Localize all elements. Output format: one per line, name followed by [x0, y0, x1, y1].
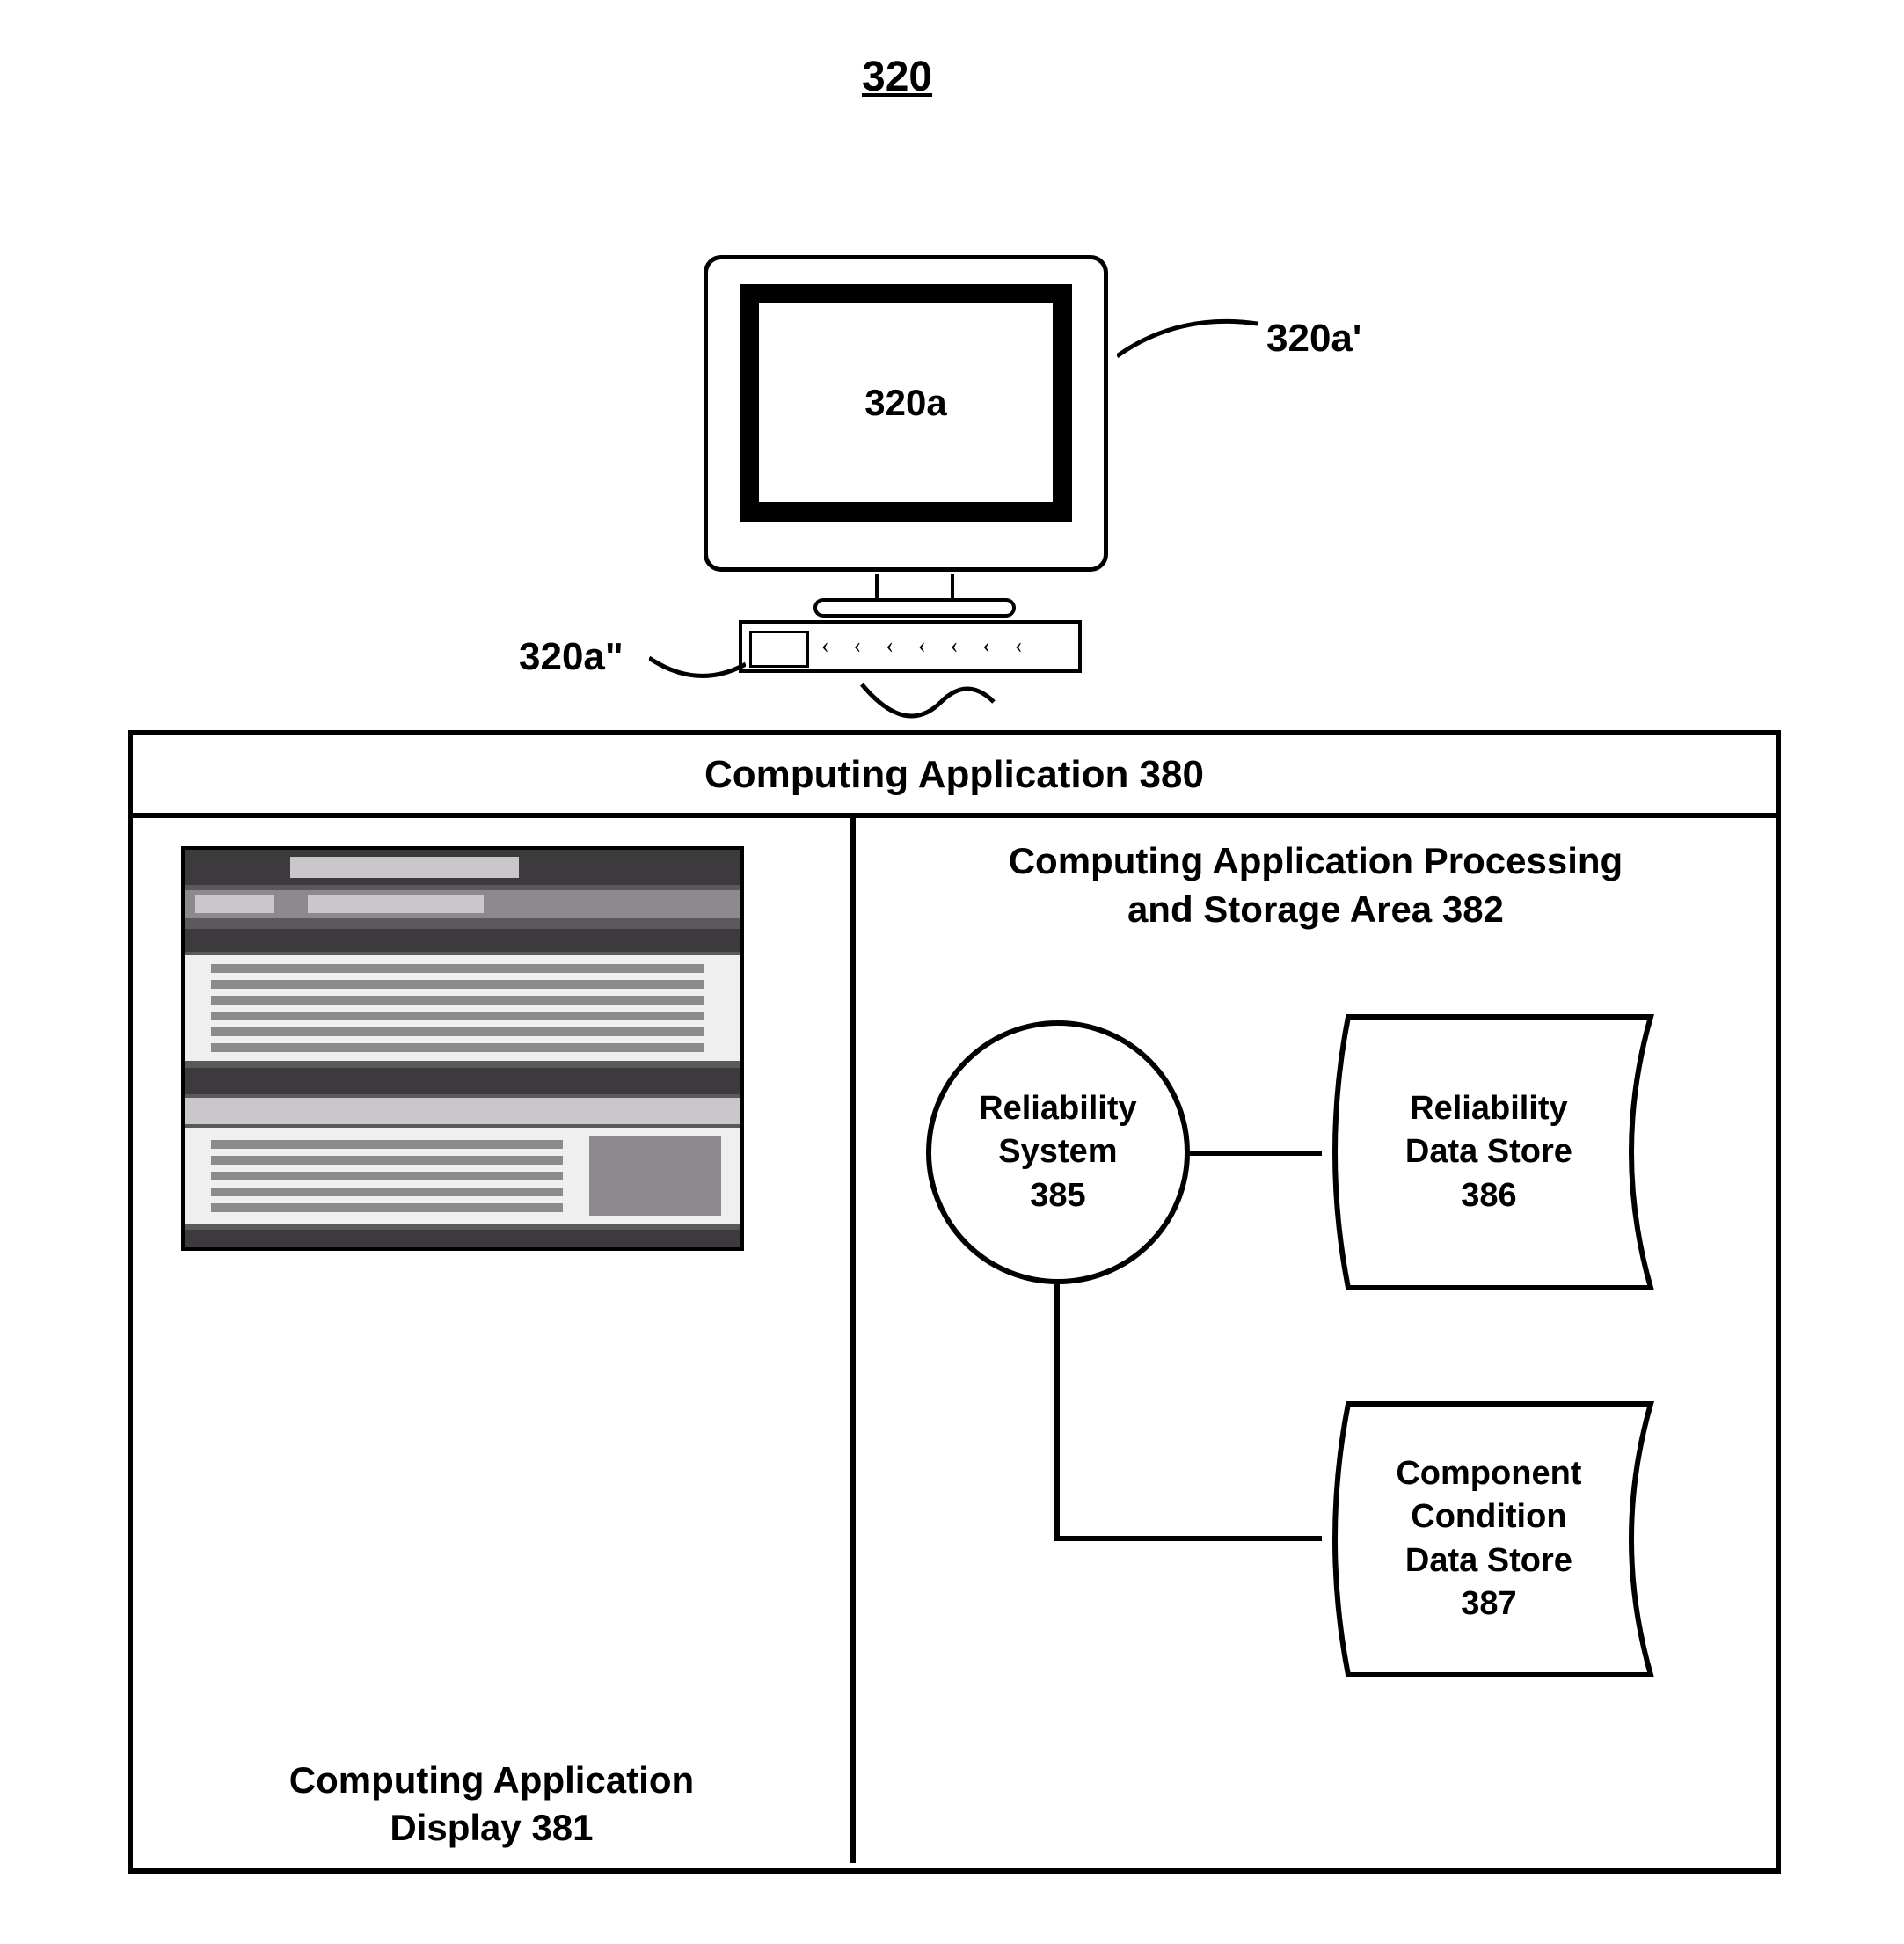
computing-application-box: Computing Application 380: [128, 730, 1781, 1874]
leader-line-prime: [1117, 308, 1258, 361]
reliability-data-store-node: Reliability Data Store 386: [1322, 1012, 1656, 1293]
app-box-title: Computing Application 380: [133, 735, 1776, 818]
computer-tower: ‹‹‹‹‹‹‹: [739, 620, 1082, 673]
computer-illustration: 320a ‹‹‹‹‹‹‹: [704, 255, 1143, 572]
leader-line-dprime: [649, 651, 746, 686]
connector-h2: [1054, 1536, 1322, 1541]
reliability-system-node: Reliability System 385: [926, 1020, 1190, 1284]
connector-h: [1190, 1151, 1322, 1156]
display-pane: Computing Application Display 381: [133, 818, 856, 1863]
callout-320a-prime: 320a': [1266, 317, 1361, 361]
cable-icon: [853, 676, 1003, 728]
monitor: 320a: [704, 255, 1108, 572]
processing-pane: Computing Application Processing and Sto…: [856, 818, 1776, 1863]
processing-title: Computing Application Processing and Sto…: [856, 818, 1776, 933]
connector-v: [1054, 1284, 1060, 1541]
figure-number: 320: [862, 53, 932, 101]
component-condition-data-store-node: Component Condition Data Store 387: [1322, 1399, 1656, 1680]
gui-screenshot-icon: [181, 846, 744, 1251]
monitor-screen-label: 320a: [740, 284, 1072, 522]
display-caption: Computing Application Display 381: [133, 1757, 850, 1853]
callout-320a-dprime: 320a": [519, 635, 624, 679]
